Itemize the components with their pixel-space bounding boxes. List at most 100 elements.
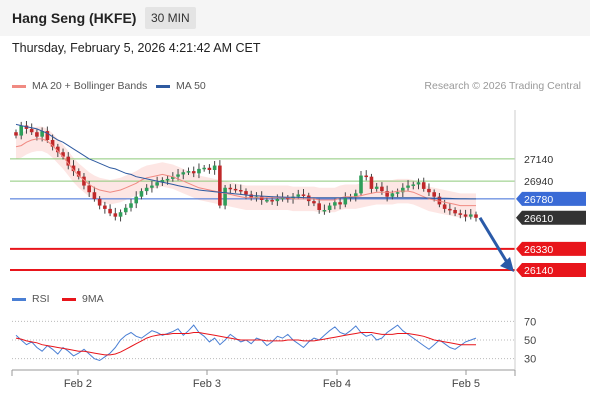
level-tag-26140: 26140 bbox=[516, 263, 586, 277]
candle-body bbox=[29, 128, 34, 133]
candle-body bbox=[123, 207, 128, 213]
candle-body bbox=[212, 165, 217, 170]
candle bbox=[61, 148, 65, 160]
candle bbox=[317, 198, 321, 214]
candle bbox=[322, 204, 327, 215]
candle-body bbox=[401, 187, 405, 193]
x-tick-label: Feb 3 bbox=[193, 378, 221, 390]
candle bbox=[118, 209, 123, 222]
candle-body bbox=[406, 185, 410, 188]
candle bbox=[374, 183, 379, 192]
candle bbox=[463, 209, 468, 222]
candle-body bbox=[218, 165, 222, 206]
candle-body bbox=[228, 187, 233, 190]
rsi-tick-label: 30 bbox=[524, 354, 536, 366]
candle bbox=[129, 198, 133, 212]
candle bbox=[29, 123, 34, 135]
candle-body bbox=[165, 178, 170, 181]
candle-body bbox=[71, 165, 76, 172]
candle bbox=[411, 181, 416, 190]
level-label: 26330 bbox=[524, 244, 553, 256]
candle bbox=[45, 126, 50, 143]
candle-body bbox=[286, 197, 290, 200]
ma20-swatch bbox=[12, 84, 26, 88]
candle-body bbox=[14, 132, 18, 136]
level-tag-bg bbox=[516, 241, 586, 256]
candle-body bbox=[197, 168, 201, 174]
candle bbox=[186, 167, 191, 175]
candle bbox=[453, 207, 457, 217]
candle-body bbox=[369, 176, 374, 189]
candle-body bbox=[66, 156, 71, 166]
candle-body bbox=[45, 131, 50, 140]
timestamp: Thursday, February 5, 2026 4:21:42 AM CE… bbox=[12, 41, 261, 55]
candle-body bbox=[244, 191, 248, 195]
candle-body bbox=[238, 190, 243, 192]
candle-body bbox=[92, 192, 97, 199]
candle-body bbox=[427, 188, 431, 193]
candle-body bbox=[134, 196, 139, 204]
candle-body bbox=[448, 208, 452, 211]
candle bbox=[155, 176, 159, 189]
candle bbox=[364, 170, 369, 181]
candle bbox=[92, 186, 97, 202]
candle bbox=[468, 209, 473, 220]
candle bbox=[123, 204, 128, 215]
candle bbox=[66, 152, 71, 170]
title-bar: Hang Seng (HKFE) 30 MIN bbox=[0, 0, 590, 36]
candle-body bbox=[343, 197, 348, 205]
candle-body bbox=[118, 212, 123, 217]
candle-body bbox=[191, 171, 196, 174]
candle bbox=[82, 173, 86, 190]
candle bbox=[134, 191, 139, 209]
candle-body bbox=[270, 200, 274, 202]
candle-body bbox=[97, 198, 102, 206]
candle bbox=[448, 203, 452, 215]
legend-rsi-label: RSI bbox=[32, 293, 50, 305]
candle-body bbox=[317, 203, 321, 210]
legend-9ma-label: 9MA bbox=[82, 293, 104, 305]
level-tag-26780: 26780 bbox=[516, 191, 586, 206]
x-tick-label: Feb 4 bbox=[323, 378, 351, 390]
candle bbox=[108, 204, 112, 217]
timeframe-badge[interactable]: 30 MIN bbox=[145, 7, 196, 29]
candle bbox=[353, 189, 358, 202]
candle bbox=[406, 180, 410, 191]
candle bbox=[401, 183, 405, 197]
candle-body bbox=[265, 200, 269, 202]
candle-body bbox=[249, 194, 254, 198]
candle-body bbox=[474, 214, 478, 218]
candle bbox=[327, 202, 332, 213]
legend-ma50: MA 50 bbox=[156, 80, 206, 92]
candle-body bbox=[353, 193, 358, 197]
candle bbox=[139, 188, 144, 200]
candle-body bbox=[296, 194, 301, 197]
candle bbox=[432, 189, 436, 202]
candle bbox=[218, 160, 222, 209]
candle-body bbox=[150, 185, 154, 188]
x-tick-label: Feb 5 bbox=[452, 378, 480, 390]
candle-body bbox=[442, 204, 447, 209]
candle bbox=[150, 181, 154, 193]
candle-body bbox=[223, 187, 227, 206]
candle-body bbox=[333, 202, 337, 206]
candle-body bbox=[390, 193, 395, 197]
candle-body bbox=[395, 192, 400, 194]
candle bbox=[416, 178, 421, 190]
candle-body bbox=[19, 125, 24, 136]
candle-body bbox=[327, 205, 332, 210]
candle bbox=[103, 201, 107, 214]
candle-body bbox=[186, 171, 191, 173]
candle-body bbox=[432, 192, 436, 197]
candle-body bbox=[322, 210, 327, 212]
candle bbox=[19, 121, 24, 140]
level-label: 26140 bbox=[524, 265, 553, 277]
candle-body bbox=[202, 167, 206, 170]
candle bbox=[160, 177, 165, 186]
candle-body bbox=[181, 172, 186, 175]
candle bbox=[181, 169, 186, 180]
candle bbox=[24, 121, 29, 134]
candle-body bbox=[312, 201, 316, 204]
level-tag-bg bbox=[516, 210, 586, 225]
